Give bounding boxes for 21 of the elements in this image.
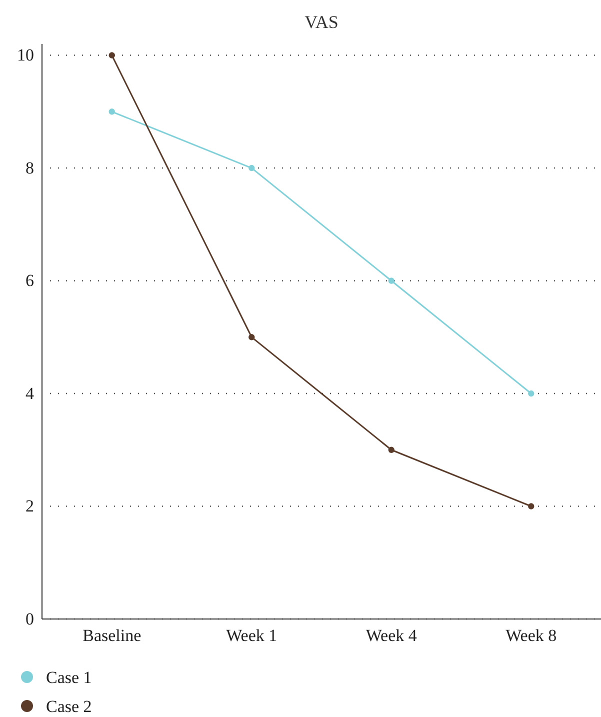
point xyxy=(388,446,394,453)
point xyxy=(528,390,534,397)
y-tick-label: 8 xyxy=(26,158,34,178)
y-tick-label: 10 xyxy=(17,46,34,65)
y-tick-label: 0 xyxy=(26,609,34,628)
point xyxy=(528,503,534,510)
point xyxy=(248,334,255,340)
x-tick-label: Week 1 xyxy=(226,626,278,646)
point xyxy=(248,164,255,172)
x-tick-label: Week 4 xyxy=(366,626,418,646)
point xyxy=(108,52,115,58)
y-tick-label: 2 xyxy=(26,496,34,516)
y-tick-label: 4 xyxy=(26,384,34,403)
x-tick-label: Week 8 xyxy=(506,626,557,646)
legend-label: Case 1 xyxy=(46,668,92,687)
point xyxy=(388,278,394,284)
y-tick-label: 6 xyxy=(26,271,34,290)
chart-title: VAS xyxy=(304,12,338,32)
legend-label: Case 2 xyxy=(46,696,92,716)
point xyxy=(108,108,115,115)
x-tick-label: Baseline xyxy=(82,626,142,646)
